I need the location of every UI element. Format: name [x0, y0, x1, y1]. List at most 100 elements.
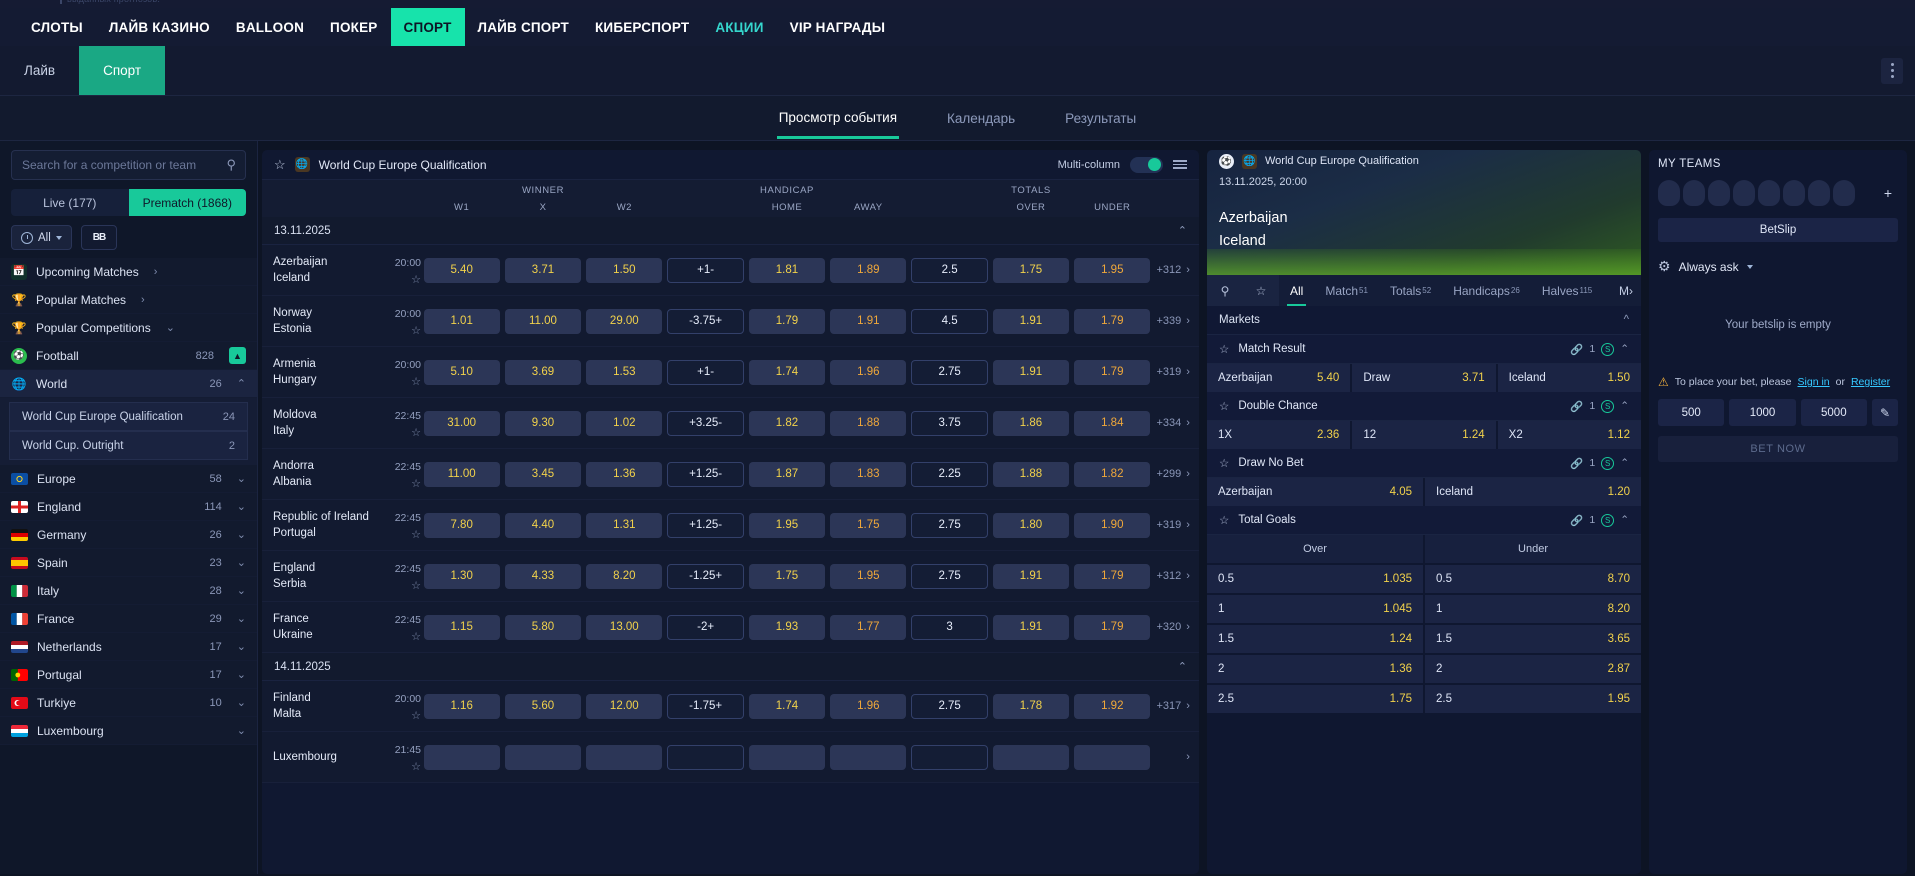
odd-total-under[interactable] — [1072, 744, 1153, 770]
avatar[interactable] — [1658, 180, 1680, 206]
avatar[interactable] — [1833, 180, 1855, 206]
sidebar-item-world[interactable]: 🌐 World 26 ⌃ — [0, 370, 257, 398]
odd-handicap-home[interactable]: 1.93 — [746, 614, 827, 640]
under-option[interactable]: 2.5 1.95 — [1425, 685, 1641, 713]
odd-total-under[interactable]: 1.79 — [1072, 308, 1153, 334]
odd-w2-value[interactable]: 1.31 — [586, 512, 663, 538]
odd-total-under[interactable]: 1.79 — [1072, 359, 1153, 385]
odd-handicap-home-value[interactable]: 1.75 — [748, 563, 826, 589]
more-markets[interactable]: +299 › — [1153, 468, 1199, 480]
market-favorite-star-icon[interactable]: ☆ — [1219, 401, 1230, 413]
mainnav-item-0[interactable]: СЛОТЫ — [31, 19, 83, 35]
collapse-markets-icon[interactable]: ^ — [1623, 314, 1629, 326]
chevron-down-icon[interactable]: ⌄ — [236, 501, 246, 513]
market-option[interactable]: Iceland 1.50 — [1497, 364, 1641, 392]
odd-total-over-value[interactable]: 1.80 — [992, 512, 1070, 538]
odd-handicap-away-value[interactable]: 1.91 — [830, 308, 907, 334]
odd-x[interactable]: 5.80 — [502, 614, 583, 640]
more-markets[interactable]: +317 › — [1153, 700, 1199, 712]
odd-w1[interactable]: 31.00 — [421, 410, 502, 436]
under-option[interactable]: 1 8.20 — [1425, 595, 1641, 623]
sidebar-item-football[interactable]: ⚽ Football 828 ▲ — [0, 342, 257, 370]
odd-w2[interactable]: 1.02 — [584, 410, 665, 436]
odd-total-over[interactable]: 1.91 — [990, 359, 1071, 385]
odd-x[interactable]: 3.71 — [502, 257, 583, 283]
chevron-down-icon[interactable]: ⌄ — [236, 585, 246, 597]
odd-w1[interactable] — [421, 744, 502, 770]
odd-total-over-value[interactable]: 1.91 — [992, 563, 1070, 589]
more-markets[interactable]: +339 › — [1153, 315, 1199, 327]
chevron-right-icon[interactable]: › — [1186, 366, 1190, 378]
time-filter-chip[interactable]: All — [11, 225, 72, 250]
chevron-right-icon[interactable]: › — [1186, 417, 1190, 429]
odd-handicap-home-value[interactable]: 1.79 — [748, 308, 826, 334]
odd-handicap-home-value[interactable]: 1.95 — [748, 512, 826, 538]
match-teams[interactable]: Armenia Hungary — [262, 356, 379, 388]
more-markets[interactable]: +312 › — [1153, 264, 1199, 276]
chevron-down-icon[interactable]: ⌄ — [236, 725, 246, 737]
market-option[interactable]: 12 1.24 — [1352, 421, 1496, 449]
list-view-icon[interactable] — [1173, 160, 1187, 169]
odd-handicap-away-value[interactable] — [830, 744, 907, 770]
mainnav-item-6[interactable]: КИБЕРСПОРТ — [594, 19, 690, 35]
odd-w2-value[interactable]: 8.20 — [586, 563, 663, 589]
odd-x-value[interactable]: 4.40 — [504, 512, 582, 538]
odd-w2[interactable]: 1.31 — [584, 512, 665, 538]
mainnav-item-1[interactable]: ЛАЙВ КАЗИНО — [108, 19, 210, 35]
under-option[interactable]: 1.5 3.65 — [1425, 625, 1641, 653]
odd-x[interactable] — [502, 744, 583, 770]
more-markets[interactable]: +334 › — [1153, 417, 1199, 429]
odd-w1-value[interactable]: 31.00 — [423, 410, 500, 436]
stake-1000[interactable]: 1000 — [1729, 399, 1796, 426]
link-icon[interactable]: 🔗 — [1570, 457, 1584, 470]
avatar[interactable] — [1683, 180, 1705, 206]
market-header[interactable]: ☆ Double Chance 🔗 1 S ⌃ — [1207, 392, 1641, 421]
odd-handicap-away[interactable]: 1.96 — [828, 359, 909, 385]
odd-total-under-value[interactable]: 1.82 — [1074, 461, 1151, 487]
odd-handicap-away-value[interactable]: 1.75 — [830, 512, 907, 538]
odd-handicap-home[interactable]: 1.79 — [746, 308, 827, 334]
odd-w2-value[interactable] — [586, 744, 663, 770]
odd-total-under[interactable]: 1.84 — [1072, 410, 1153, 436]
odd-handicap-home[interactable]: 1.95 — [746, 512, 827, 538]
odd-total-over[interactable]: 1.91 — [990, 614, 1071, 640]
favorite-star-icon[interactable]: ☆ — [411, 375, 421, 388]
avatar[interactable] — [1758, 180, 1780, 206]
chevron-right-icon[interactable]: › — [1186, 519, 1190, 531]
odd-handicap-home[interactable] — [746, 744, 827, 770]
odd-w1-value[interactable]: 1.15 — [423, 614, 500, 640]
odd-x-value[interactable]: 5.80 — [504, 614, 582, 640]
gear-icon[interactable]: ⚙ — [1658, 258, 1671, 274]
odd-x[interactable]: 4.40 — [502, 512, 583, 538]
odd-w2-value[interactable]: 13.00 — [586, 614, 663, 640]
more-markets[interactable]: +320 › — [1153, 621, 1199, 633]
odd-total-under[interactable]: 1.79 — [1072, 614, 1153, 640]
multicolumn-toggle[interactable] — [1130, 156, 1163, 173]
odd-total-under-value[interactable]: 1.79 — [1074, 563, 1151, 589]
match-teams[interactable]: Finland Malta — [262, 690, 379, 722]
odd-w2-value[interactable]: 1.36 — [586, 461, 663, 487]
odd-total-under[interactable]: 1.92 — [1072, 693, 1153, 719]
chevron-right-icon[interactable]: › — [1186, 621, 1190, 633]
odd-w2[interactable]: 13.00 — [584, 614, 665, 640]
odd-total-over[interactable]: 1.75 — [990, 257, 1071, 283]
match-teams[interactable]: Luxembourg — [262, 749, 379, 765]
chevron-right-icon[interactable]: › — [153, 265, 158, 278]
odd-w2-value[interactable]: 1.50 — [586, 257, 663, 283]
avatar[interactable] — [1733, 180, 1755, 206]
mainnav-item-7[interactable]: АКЦИИ — [715, 19, 764, 35]
market-header[interactable]: ☆ Draw No Bet 🔗 1 S ⌃ — [1207, 449, 1641, 478]
odd-total-over-value[interactable]: 1.88 — [992, 461, 1070, 487]
more-markets[interactable]: +319 › — [1153, 366, 1199, 378]
sign-in-link[interactable]: Sign in — [1797, 376, 1830, 388]
betslip-button[interactable]: BetSlip — [1658, 218, 1898, 242]
odd-handicap-away[interactable]: 1.96 — [828, 693, 909, 719]
market-header[interactable]: ☆ Match Result 🔗 1 S ⌃ — [1207, 335, 1641, 364]
sidebar-item-upcoming-matches[interactable]: 📅 Upcoming Matches › — [0, 258, 257, 286]
odd-total-under-value[interactable]: 1.92 — [1074, 693, 1151, 719]
sidebar-subitem-1[interactable]: World Cup. Outright 2 — [9, 431, 248, 460]
odd-w2[interactable]: 12.00 — [584, 693, 665, 719]
sidebar-subitem-0[interactable]: World Cup Europe Qualification 24 — [9, 402, 248, 431]
odd-total-over-value[interactable] — [992, 744, 1070, 770]
sidebar-item-europe[interactable]: Europe 58 ⌄ — [0, 465, 257, 493]
